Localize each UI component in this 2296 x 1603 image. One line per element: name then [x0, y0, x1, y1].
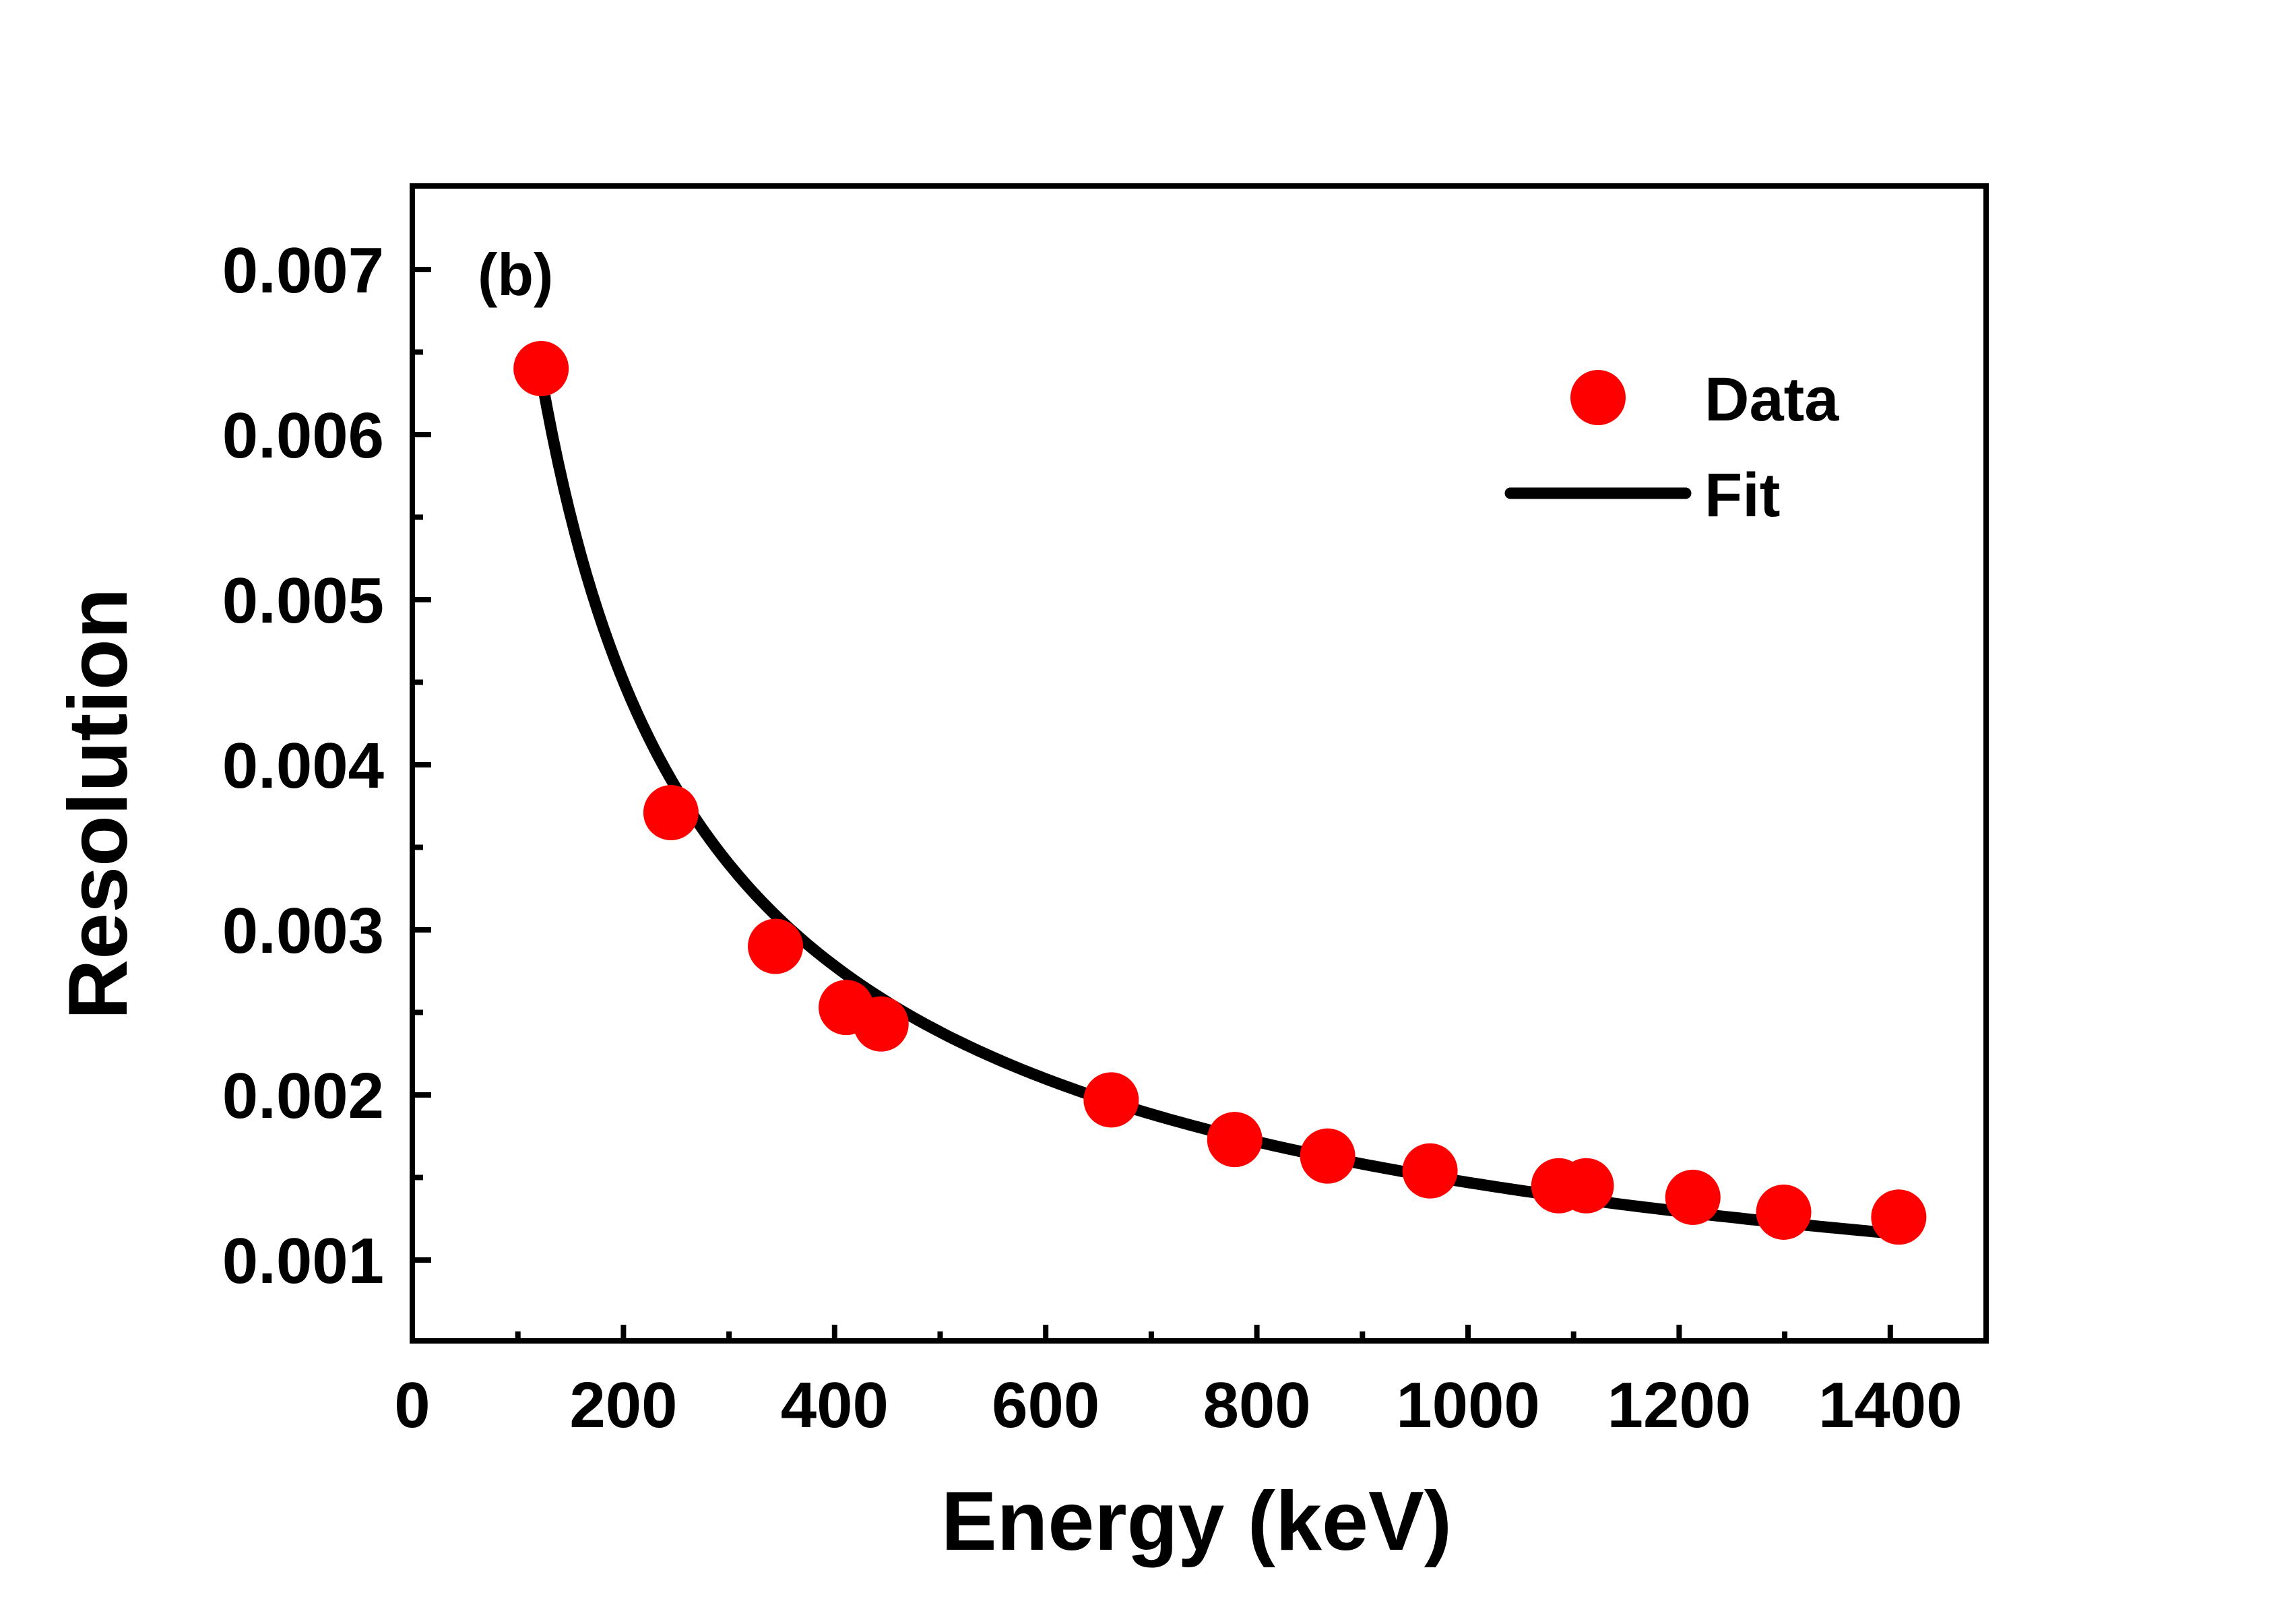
y-tick-label: 0.005 [222, 565, 384, 637]
legend: Data Fit [1504, 365, 1839, 530]
axes: 0 200 400 600 800 1000 1200 1400 0.001 0.002 0.003… [222, 234, 1963, 1441]
x-tick-label: 1400 [1818, 1369, 1963, 1441]
data-point [1402, 1143, 1458, 1199]
data-point [853, 996, 909, 1052]
x-tick-label: 1200 [1607, 1369, 1752, 1441]
x-tick-label: 1000 [1396, 1369, 1540, 1441]
y-tick-label: 0.004 [222, 730, 384, 802]
y-axis-title: Resolution [52, 588, 145, 1020]
data-point [748, 918, 804, 974]
fit-curve-layer [535, 370, 1905, 1240]
data-point [1665, 1169, 1721, 1225]
data-point [513, 341, 569, 396]
data-point [1207, 1112, 1263, 1168]
fit-line [535, 370, 1905, 1240]
data-points-layer [513, 341, 1927, 1245]
data-point [643, 785, 699, 841]
x-axis-title: Energy (keV) [941, 1475, 1452, 1568]
data-point [1558, 1158, 1614, 1214]
data-point [1083, 1072, 1139, 1128]
x-tick-label: 400 [781, 1369, 889, 1441]
legend-data-label: Data [1704, 365, 1839, 434]
y-tick-label: 0.006 [222, 400, 384, 472]
legend-fit-label: Fit [1704, 461, 1780, 530]
data-point [1756, 1184, 1812, 1240]
plot-frame-layer [410, 183, 1989, 1344]
x-tick-label: 600 [992, 1369, 1099, 1441]
x-tick-label: 800 [1203, 1369, 1311, 1441]
x-tick-label: 0 [394, 1369, 430, 1441]
y-tick-label: 0.007 [222, 234, 384, 307]
data-point [1300, 1128, 1356, 1184]
y-tick-label: 0.002 [222, 1060, 384, 1132]
plot-frame [410, 183, 1989, 1344]
data-point [1871, 1189, 1927, 1245]
y-tick-label: 0.001 [222, 1225, 384, 1297]
legend-data-marker [1570, 370, 1626, 425]
panel-label: (b) [478, 241, 553, 308]
x-tick-label: 200 [569, 1369, 677, 1441]
y-tick-label: 0.003 [222, 895, 384, 967]
